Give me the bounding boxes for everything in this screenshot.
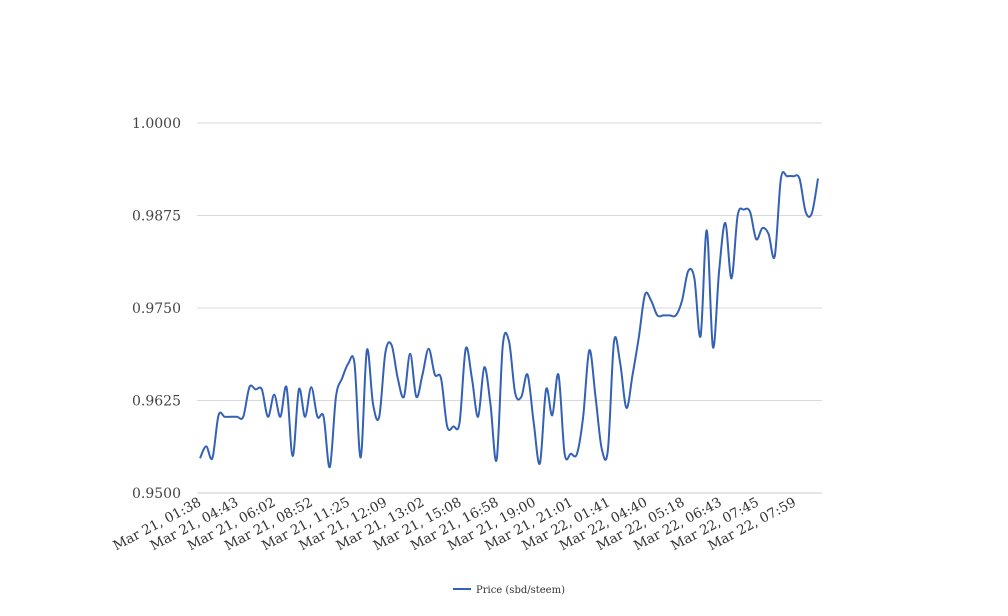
series-line <box>199 171 819 469</box>
y-tick-label: 1.0000 <box>132 116 181 132</box>
y-tick-label: 0.9750 <box>132 301 181 317</box>
y-axis-ticks: 1.0000 0.9875 0.9750 0.9625 0.9500 <box>132 116 181 502</box>
y-tick-label: 0.9875 <box>132 209 181 225</box>
y-tick-label: 0.9625 <box>132 394 181 410</box>
legend-label: Price (sbd/steem) <box>476 585 565 596</box>
series-layer <box>199 171 819 469</box>
legend: Price (sbd/steem) <box>453 585 565 596</box>
y-tick-label: 0.9500 <box>132 486 181 502</box>
